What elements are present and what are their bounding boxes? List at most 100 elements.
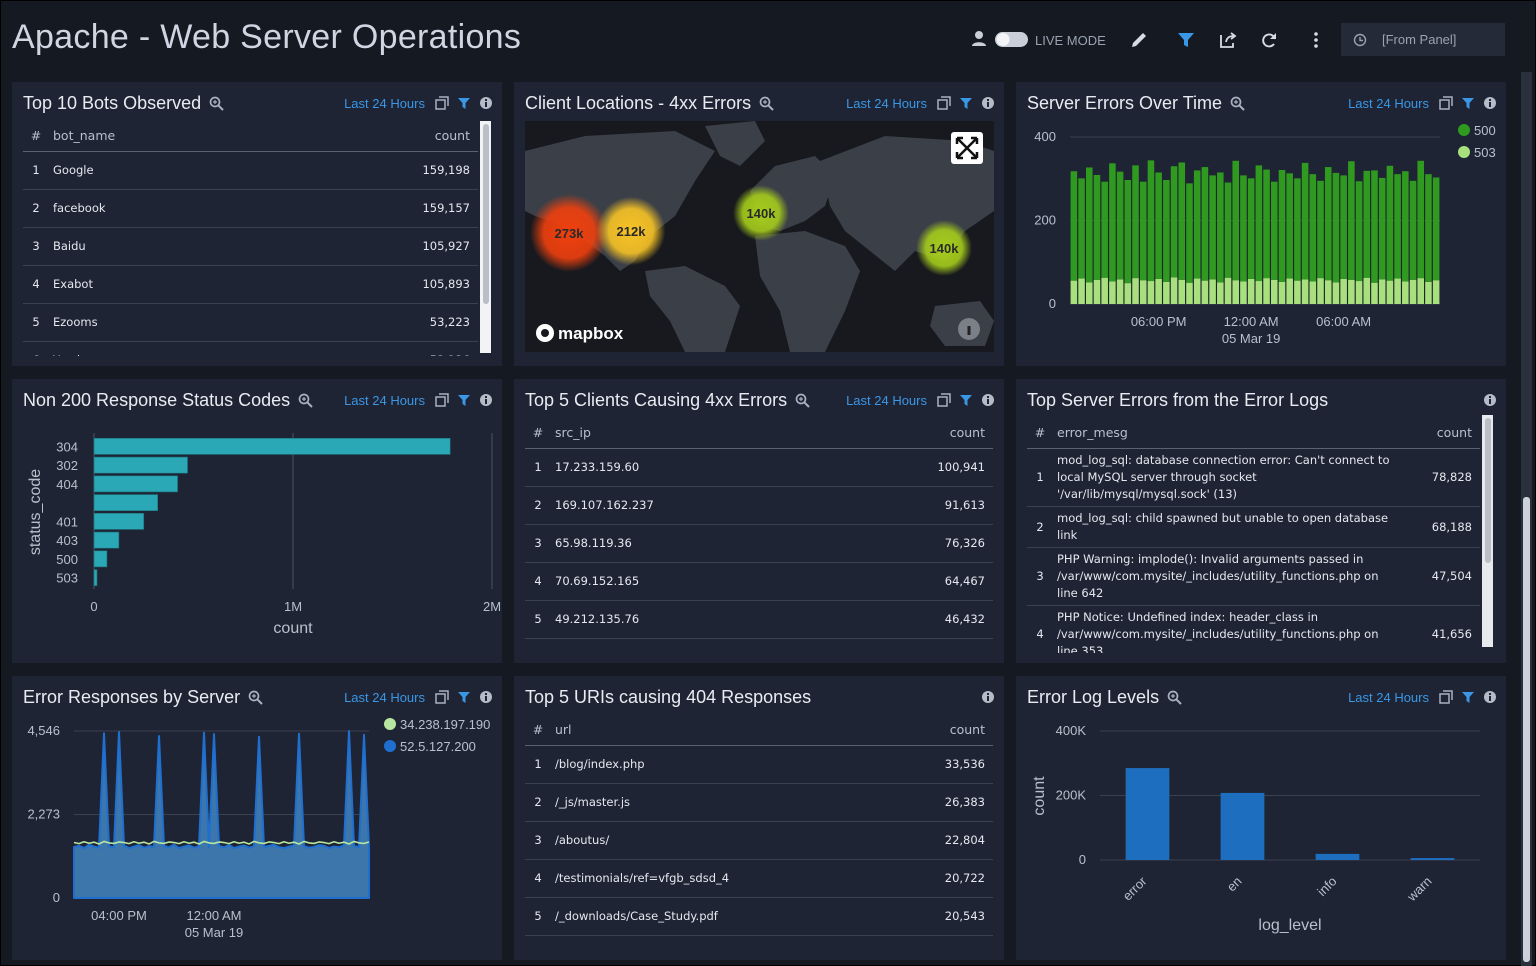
refresh-icon[interactable] [1260,31,1278,49]
copy-icon[interactable] [1439,690,1453,704]
panel-filter-box[interactable]: [From Panel] [1341,23,1505,56]
info-icon[interactable] [1483,393,1497,407]
panel-title: Error Responses by Server [23,686,241,707]
search-icon[interactable] [298,393,313,408]
y-tick-label: 500 [56,552,78,567]
y-tick-label: 302 [56,458,78,473]
time-range[interactable]: Last 24 Hours [1348,95,1429,111]
more-icon[interactable] [1308,31,1324,49]
data-table: # src_ip count 1 17.233.159.60 100,941 2 169.10… [525,417,993,639]
table-scrollbar-thumb[interactable] [1485,418,1491,563]
bar-segment [1247,178,1255,279]
table-scrollbar[interactable] [1482,415,1493,647]
copy-icon[interactable] [1439,96,1453,110]
filter-icon[interactable] [1177,31,1195,49]
table-row: 3/aboutus/22,804 [525,821,993,860]
share-icon[interactable] [1219,31,1237,49]
copy-icon[interactable] [435,393,449,407]
search-icon[interactable] [795,393,810,408]
time-range[interactable]: Last 24 Hours [344,392,425,408]
table-cell: 91,613 [915,486,993,525]
bar-segment [1270,181,1278,280]
table-row: 2 facebook 159,157 [23,189,478,228]
bar-segment [1085,167,1093,283]
chart: 0 2,273 4,546 04:00 PM 12:00 AM 05 Mar 19 34.2… [27,717,490,940]
search-icon[interactable] [209,96,224,111]
panel-title: Server Errors Over Time [1027,92,1223,113]
info-icon[interactable] [479,96,493,110]
search-icon[interactable] [248,690,263,705]
bar-segment [1394,174,1401,279]
data-table: # error_mesg count 1 mod_log_sql: database c… [1027,417,1480,653]
panel: Error Log Levels Last 24 Hours 0 200K 400K er… [1016,676,1506,960]
bar-segment [1386,165,1394,281]
time-range[interactable]: Last 24 Hours [846,95,927,111]
table-scrollbar[interactable] [480,121,491,353]
info-icon[interactable] [981,96,995,110]
bar-segment [1324,280,1332,304]
search-icon[interactable] [1230,96,1245,111]
info-icon[interactable] [1483,96,1497,110]
bar-segment [1317,180,1324,279]
clock-icon [1353,33,1367,47]
x-tick-label: info [1314,874,1339,899]
table-cell: 5 [23,303,53,342]
copy-icon[interactable] [435,690,449,704]
x-tick-label: 12:00 AM 05 Mar 19 [185,908,244,940]
user-icon[interactable] [970,30,988,48]
table-cell: facebook [53,189,400,228]
copy-icon[interactable] [937,96,951,110]
info-icon[interactable] [479,690,493,704]
time-range[interactable]: Last 24 Hours [1348,689,1429,705]
table-header-row: # url count [525,714,993,746]
search-icon[interactable] [759,96,774,111]
bar-segment [1294,178,1301,281]
filter-icon[interactable] [457,96,471,110]
time-range[interactable]: Last 24 Hours [344,689,425,705]
bar [93,550,108,568]
map-land [755,231,860,352]
bar [93,475,178,493]
bar-segment [1255,165,1263,282]
copy-icon[interactable] [937,393,951,407]
table-scrollbar-thumb[interactable] [483,124,489,304]
time-range[interactable]: Last 24 Hours [344,95,425,111]
table-wrap: # error_mesg count 1 mod_log_sql: database c… [1027,417,1480,653]
bar-segment [1378,279,1386,304]
filter-icon[interactable] [457,690,471,704]
page-scrollbar-thumb[interactable] [1523,497,1530,962]
bar-segment [1093,174,1101,280]
info-icon[interactable] [981,690,995,704]
y-tick-label: 404 [56,477,78,492]
table-cell: 46,432 [915,600,993,639]
info-icon[interactable] [1483,690,1497,704]
filter-icon[interactable] [1461,690,1475,704]
filter-icon[interactable] [457,393,471,407]
time-range[interactable]: Last 24 Hours [846,392,927,408]
expand-icon [955,136,979,160]
info-icon[interactable] [981,393,995,407]
map-info-mark [967,326,971,335]
bar-segment [1147,281,1155,304]
bar-segment [1232,160,1240,281]
filter-icon[interactable] [959,393,973,407]
table-wrap: # bot_name count 1 Google 159,198 2 facebook 159… [23,120,478,356]
edit-icon[interactable] [1130,31,1148,49]
filter-icon[interactable] [959,96,973,110]
y-tick-label: 200 [1034,213,1056,228]
table-cell: Baidu [53,227,400,266]
y-axis-title: count [1031,776,1048,816]
info-icon[interactable] [479,393,493,407]
live-mode-toggle[interactable] [994,31,1030,49]
panel-title: Error Log Levels [1027,686,1160,707]
search-icon[interactable] [1167,690,1182,705]
y-tick-label: 0 [1079,852,1086,867]
live-mode-label[interactable]: LIVE MODE [1035,33,1106,48]
panel-header: Non 200 Response Status Codes Last 24 Hou… [23,387,493,413]
copy-icon[interactable] [435,96,449,110]
filter-icon[interactable] [1461,96,1475,110]
bar-segment [1101,181,1108,278]
bar-segment [1217,172,1224,283]
page-scrollbar[interactable] [1521,72,1532,966]
table-cell: PHP Warning: implode(): Invalid argument… [1057,547,1402,606]
